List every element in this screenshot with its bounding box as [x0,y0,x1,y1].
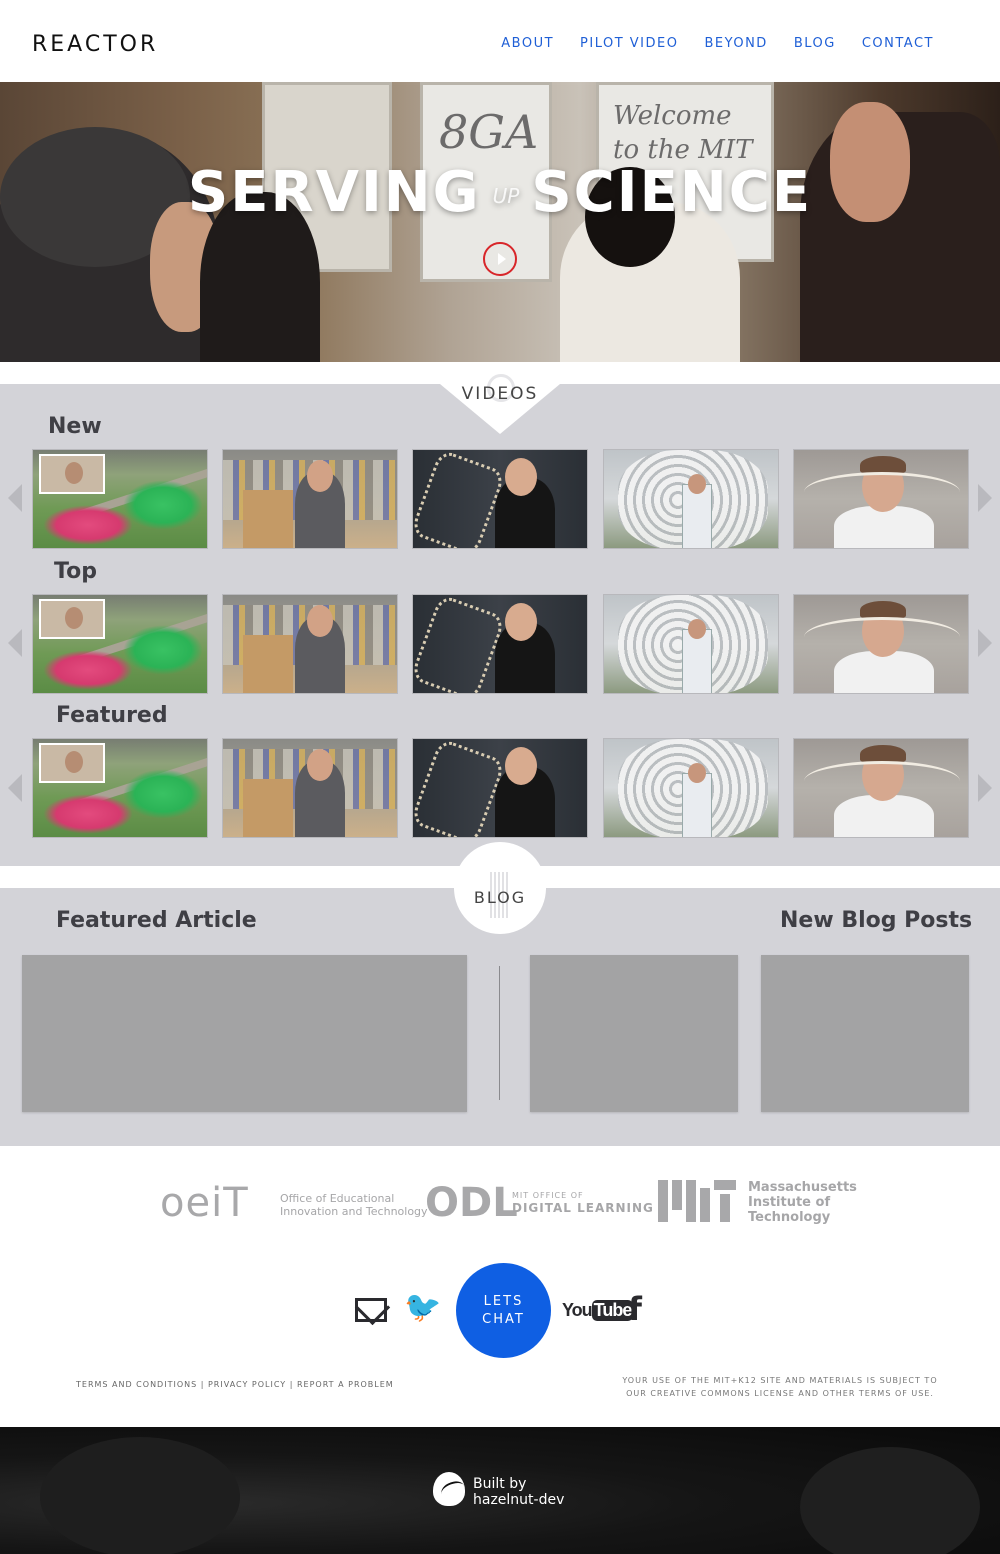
mail-icon[interactable] [355,1298,387,1322]
oeit-text-line: Office of Educational [280,1192,395,1205]
chat-label-line: CHAT [482,1312,525,1327]
brand-logo[interactable]: REACTOR [32,32,159,57]
row-next-arrow-icon[interactable] [978,629,992,657]
video-thumbnail[interactable] [32,449,208,549]
video-thumbnail[interactable] [222,449,398,549]
site-header: REACTOR ABOUT PILOT VIDEO BEYOND BLOG CO… [0,0,1000,82]
hero-person [200,192,320,362]
youtube-icon[interactable]: You Tube [562,1300,634,1321]
video-thumbnail[interactable] [412,594,588,694]
lets-chat-button[interactable]: LETS CHAT [456,1263,551,1358]
footer-background-figure [800,1447,980,1554]
hero-title-left: SERVING [187,160,481,225]
built-by-line: hazelnut-dev [473,1492,565,1508]
blog-divider [499,966,500,1100]
whiteboard-scrawl: Welcome to the MIT [613,101,753,165]
videos-tab: VIDEOS [440,374,560,434]
row-label-featured: Featured [56,703,168,728]
chat-label-line: LETS [483,1294,524,1309]
video-thumbnail[interactable] [793,738,969,838]
mit-text-line: Massachusetts [748,1180,857,1195]
built-by[interactable]: Built by hazelnut-dev [473,1476,564,1508]
main-nav: ABOUT PILOT VIDEO BEYOND BLOG CONTACT [501,36,934,51]
hero-title-right: SCIENCE [531,160,813,225]
blog-post-card[interactable] [761,955,969,1112]
hero-title-up: UP [492,183,520,208]
whiteboard-scrawl: 8GA [439,105,539,159]
mit-text-line: Institute of [748,1195,831,1210]
video-thumbnail[interactable] [222,594,398,694]
video-thumbnail[interactable] [222,738,398,838]
legal-separator: | [200,1380,205,1389]
nav-about[interactable]: ABOUT [501,36,555,51]
video-thumbnail[interactable] [603,594,779,694]
video-thumbnail[interactable] [412,449,588,549]
video-thumbnail[interactable] [32,594,208,694]
play-icon[interactable] [483,242,517,276]
legal-links: TERMS AND CONDITIONS | PRIVACY POLICY | … [76,1380,394,1389]
mit-text-line: Technology [748,1210,831,1225]
odl-logo-text: DIGITAL LEARNING [512,1201,654,1215]
blog-post-card[interactable] [530,955,738,1112]
oeit-logo[interactable]: oeiT [160,1180,249,1226]
legal-separator: | [289,1380,294,1389]
hero-title: SERVING UP SCIENCE [0,160,1000,225]
terms-link[interactable]: TERMS AND CONDITIONS [76,1380,198,1389]
mit-logo-text: Massachusetts Institute of Technology [748,1180,857,1225]
notice-line: YOUR USE OF THE MIT+K12 SITE AND MATERIA… [622,1376,938,1385]
hazelnut-logo-icon[interactable] [433,1472,465,1506]
nav-blog[interactable]: BLOG [793,36,836,51]
new-blog-posts-heading: New Blog Posts [780,908,973,933]
hero-person-face [830,102,910,222]
video-thumbnail[interactable] [32,738,208,838]
youtube-tube: Tube [591,1300,634,1321]
blog-label: BLOG [473,888,527,907]
oeit-text-line: Innovation and Technology [280,1205,428,1218]
row-prev-arrow-icon[interactable] [8,774,22,802]
featured-article-card[interactable] [22,955,467,1112]
hero-banner: 8GA Welcome to the MIT SERVING UP SCIENCE [0,82,1000,362]
odl-logo-text: MIT OFFICE OF [512,1191,584,1200]
nav-beyond[interactable]: BEYOND [704,36,768,51]
video-thumbnail[interactable] [793,449,969,549]
oeit-logo-text: Office of Educational Innovation and Tec… [280,1192,428,1218]
footer-background-figure [40,1437,240,1554]
featured-article-heading: Featured Article [56,908,257,933]
row-label-top: Top [54,559,97,584]
youtube-you: You [562,1300,593,1320]
odl-logo[interactable]: ODL [425,1180,518,1226]
hero-person-hair [585,167,675,267]
blog-tab: BLOG [454,842,546,934]
row-label-new: New [48,414,102,439]
usage-notice: YOUR USE OF THE MIT+K12 SITE AND MATERIA… [610,1374,950,1400]
twitter-icon[interactable]: 🐦 [404,1291,442,1324]
built-by-line: Built by [473,1476,527,1492]
row-next-arrow-icon[interactable] [978,774,992,802]
row-prev-arrow-icon[interactable] [8,629,22,657]
nav-pilot-video[interactable]: PILOT VIDEO [580,36,679,51]
atom-icon [487,374,515,402]
video-thumbnail[interactable] [603,449,779,549]
privacy-link[interactable]: PRIVACY POLICY [207,1380,287,1389]
soundwave-icon [490,872,510,918]
facebook-icon[interactable]: f [628,1290,642,1328]
row-next-arrow-icon[interactable] [978,484,992,512]
notice-line: OUR CREATIVE COMMONS LICENSE AND OTHER T… [626,1389,934,1398]
video-thumbnail[interactable] [412,738,588,838]
video-thumbnail[interactable] [603,738,779,838]
nav-contact[interactable]: CONTACT [861,36,934,51]
videos-label: VIDEOS [461,384,539,404]
video-thumbnail[interactable] [793,594,969,694]
row-prev-arrow-icon[interactable] [8,484,22,512]
site-footer [0,1427,1000,1554]
mit-logo[interactable] [658,1180,736,1222]
report-link[interactable]: REPORT A PROBLEM [296,1380,394,1389]
